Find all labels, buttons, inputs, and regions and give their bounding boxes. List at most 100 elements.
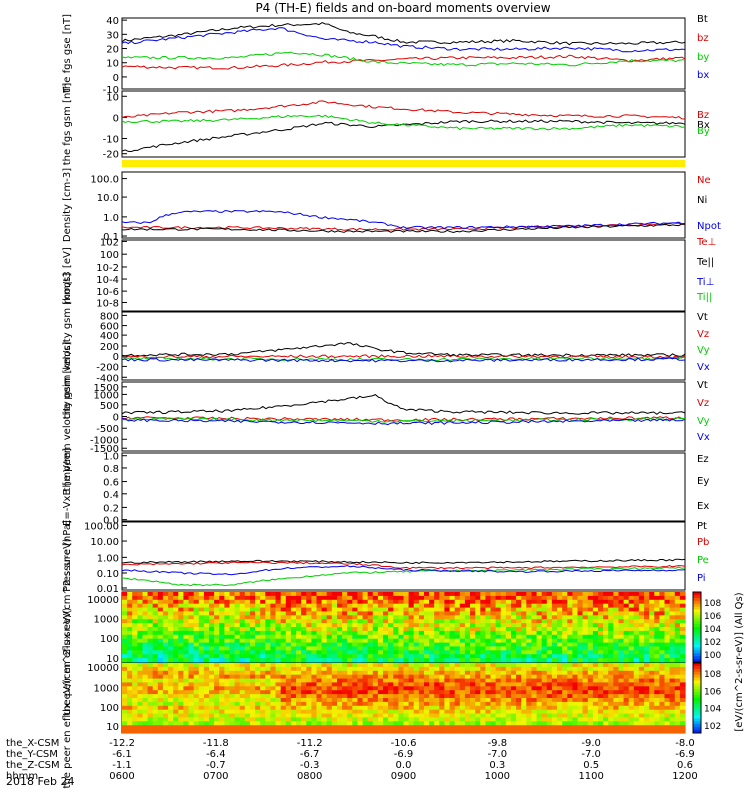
heatmap-cell xyxy=(250,663,256,668)
heatmap-cell xyxy=(331,725,338,730)
heatmap-cell xyxy=(536,603,543,609)
heatmap-cell xyxy=(439,599,445,605)
heatmap-cell xyxy=(255,701,261,707)
heatmap-cell xyxy=(638,603,645,609)
heatmap-cell xyxy=(157,611,164,616)
heatmap-cell xyxy=(413,650,420,655)
heatmap-cell xyxy=(551,623,558,628)
heatmap-cell xyxy=(265,650,271,655)
heatmap-cell xyxy=(587,595,594,601)
heatmap-cell xyxy=(219,694,225,699)
heatmap-cell xyxy=(296,663,302,668)
heatmap-cell xyxy=(403,658,410,663)
heatmap-cell xyxy=(209,663,215,668)
heatmap-cell xyxy=(434,658,440,663)
heatmap-cell xyxy=(500,634,507,640)
heatmap-cell xyxy=(608,638,614,644)
heatmap-cell xyxy=(429,599,435,605)
heatmap-cell xyxy=(444,678,451,684)
heatmap-cell xyxy=(250,686,256,691)
heatmap-cell xyxy=(490,674,497,680)
heatmap-cell xyxy=(316,725,323,730)
heatmap-cell xyxy=(664,646,671,651)
heatmap-cell xyxy=(674,705,681,711)
heatmap-cell xyxy=(203,623,210,628)
heatmap-cell xyxy=(454,694,461,699)
heatmap-cell xyxy=(618,615,625,620)
heatmap-cell xyxy=(408,713,415,719)
heatmap-cell xyxy=(603,630,609,636)
heatmap-cell xyxy=(209,698,215,703)
heatmap-cell xyxy=(316,627,323,632)
y-tick-label: 400 xyxy=(100,331,119,342)
heatmap-cell xyxy=(603,642,609,648)
heatmap-cell xyxy=(505,650,512,655)
heatmap-cell xyxy=(260,713,266,719)
heatmap-cell xyxy=(654,721,660,726)
heatmap-cell xyxy=(418,634,425,640)
heatmap-cell xyxy=(188,654,195,659)
heatmap-cell xyxy=(296,666,302,672)
heatmap-cell xyxy=(562,607,568,613)
heatmap-cell xyxy=(265,678,271,684)
heatmap-cell xyxy=(598,725,604,730)
heatmap-cell xyxy=(659,634,666,640)
heatmap-cell xyxy=(521,666,527,672)
heatmap-cell xyxy=(618,678,625,684)
heatmap-cell xyxy=(628,623,635,628)
heatmap-cell xyxy=(275,642,282,648)
heatmap-cell xyxy=(224,705,231,711)
heatmap-cell xyxy=(244,694,251,699)
heatmap-cell xyxy=(424,698,430,703)
heatmap-cell xyxy=(551,709,558,715)
heatmap-cell xyxy=(546,682,553,687)
heatmap-cell xyxy=(193,623,200,628)
heatmap-cell xyxy=(311,670,318,676)
heatmap-cell xyxy=(500,630,507,636)
heatmap-cell xyxy=(521,654,527,659)
heatmap-cell xyxy=(229,686,236,691)
heatmap-cell xyxy=(587,654,594,659)
heatmap-cell xyxy=(546,630,553,636)
heatmap-cell xyxy=(193,721,200,726)
heatmap-cell xyxy=(459,682,466,687)
heatmap-cell xyxy=(495,729,502,734)
heatmap-cell xyxy=(413,615,420,620)
heatmap-cell xyxy=(577,615,584,620)
heatmap-cell xyxy=(147,729,154,734)
heatmap-cell xyxy=(142,627,149,632)
heatmap-cell xyxy=(127,729,133,734)
heatmap-cell xyxy=(265,627,271,632)
heatmap-cell xyxy=(531,709,538,715)
heatmap-cell xyxy=(393,717,399,722)
heatmap-cell xyxy=(362,698,369,703)
legend-vy: Vy xyxy=(697,345,710,356)
heatmap-cell xyxy=(526,607,532,613)
heatmap-cell xyxy=(480,634,486,640)
heatmap-cell xyxy=(439,674,445,680)
heatmap-cell xyxy=(311,686,318,691)
heatmap-cell xyxy=(664,650,671,655)
heatmap-cell xyxy=(638,592,645,597)
heatmap-cell xyxy=(234,627,241,632)
heatmap-cell xyxy=(398,694,405,699)
heatmap-cell xyxy=(521,595,527,601)
heatmap-cell xyxy=(203,698,210,703)
heatmap-cell xyxy=(285,666,292,672)
heatmap-cell xyxy=(546,607,553,613)
heatmap-cell xyxy=(285,623,292,628)
heatmap-cell xyxy=(173,686,179,691)
heatmap-cell xyxy=(142,599,149,605)
heatmap-cell xyxy=(127,638,133,644)
heatmap-cell xyxy=(331,717,338,722)
heatmap-cell xyxy=(214,623,220,628)
heatmap-cell xyxy=(152,666,159,672)
heatmap-cell xyxy=(659,729,666,734)
heatmap-cell xyxy=(362,642,369,648)
heatmap-cell xyxy=(137,642,144,648)
heatmap-cell xyxy=(557,603,563,609)
heatmap-cell xyxy=(628,678,635,684)
